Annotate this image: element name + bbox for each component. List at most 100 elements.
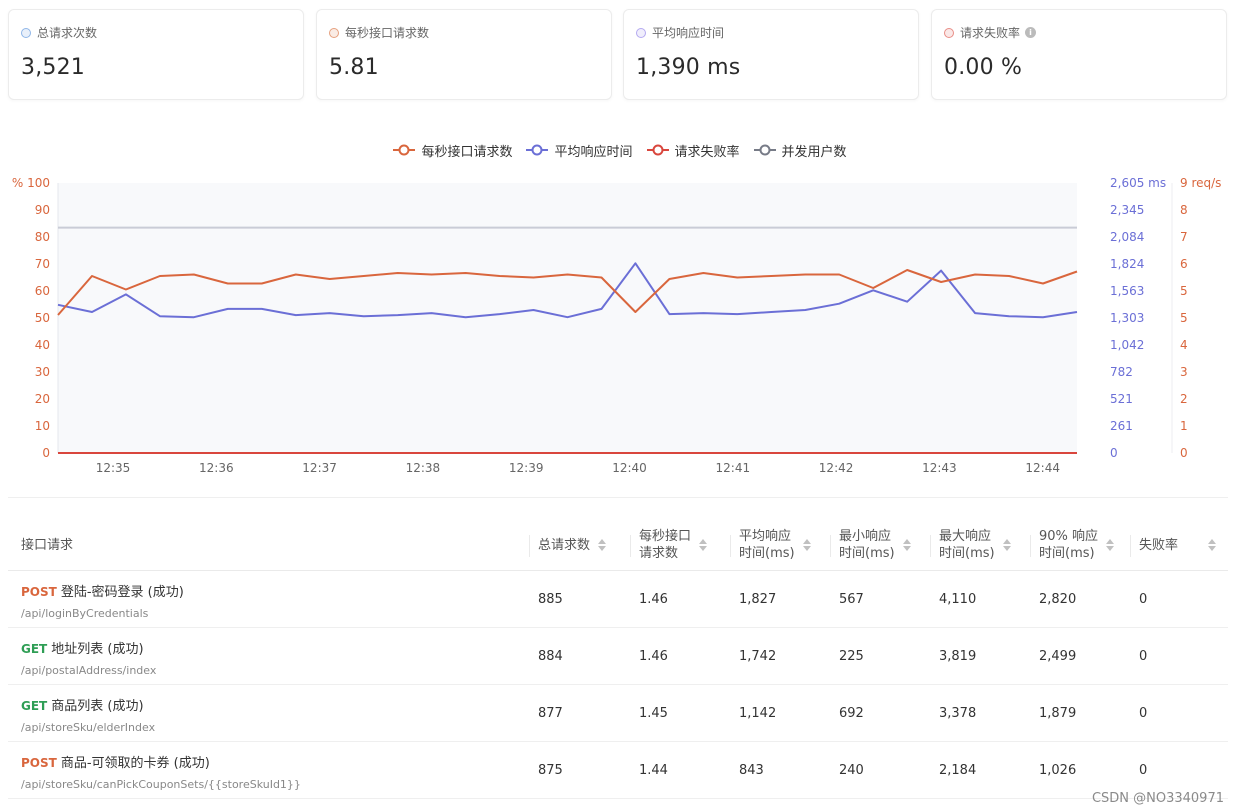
y-tick-label-rps: 3 [1180, 365, 1188, 379]
cell-rps: 1.46 [639, 648, 668, 664]
x-tick-label: 12:42 [819, 461, 854, 475]
x-tick-label: 12:39 [509, 461, 544, 475]
y-tick-label-rps: 6 [1180, 257, 1188, 271]
chart-legend: 每秒接口请求数 平均响应时间 请求失败率 并发用户数 [0, 139, 1240, 161]
cell-min: 240 [839, 762, 864, 778]
request-name: 商品-可领取的卡券 (成功) [60, 756, 210, 771]
request-name: 地址列表 (成功) [51, 642, 144, 657]
card-total-requests: 总请求次数 3,521 [8, 9, 304, 100]
y-tick-label-rps: 5 [1180, 284, 1188, 298]
cell-min: 225 [839, 648, 864, 664]
column-header-max[interactable]: 最大响应 时间(ms) [930, 520, 1011, 570]
y-tick-label-ms: 2,605 ms [1110, 176, 1166, 190]
legend-line-icon [526, 144, 549, 156]
column-header-p90[interactable]: 90% 响应 时间(ms) [1029, 520, 1115, 570]
api-request-table: 接口请求 总请求数 每秒接口 请求数 平均响应 时间(ms) 最小响应 时间(m… [8, 520, 1228, 799]
cell-p90: 2,820 [1039, 591, 1077, 607]
request-path: /api/postalAddress/index [21, 664, 157, 677]
table-row[interactable]: POST 登陆-密码登录 (成功) /api/loginByCredentials… [8, 571, 1228, 628]
y-tick-label-rps: 2 [1180, 392, 1188, 406]
table-row[interactable]: GET 地址列表 (成功) /api/postalAddress/index 88… [8, 628, 1228, 685]
y-tick-label-ms: 521 [1110, 392, 1133, 406]
column-header-rps[interactable]: 每秒接口 请求数 [629, 520, 708, 570]
info-icon[interactable]: i [1025, 27, 1037, 38]
y-tick-label-percent: 0 [42, 446, 50, 460]
legend-item-failure-rate[interactable]: 请求失败率 [646, 139, 740, 161]
watermark: CSDN @NO3340971 [1091, 791, 1224, 806]
y-tick-label-rps: 4 [1180, 338, 1188, 352]
cell-avg: 843 [739, 762, 764, 778]
cell-min: 567 [839, 591, 864, 607]
y-tick-label-ms: 1,824 [1110, 257, 1144, 271]
y-tick-label-rps: 8 [1180, 203, 1188, 217]
x-tick-label: 12:36 [199, 461, 234, 475]
legend-line-icon [646, 144, 669, 156]
request-path: /api/storeSku/canPickCouponSets/{{storeS… [21, 778, 301, 791]
legend-item-avg-response[interactable]: 平均响应时间 [526, 139, 633, 161]
column-header-request: 接口请求 [21, 537, 74, 553]
y-tick-label-ms: 2,084 [1110, 230, 1144, 244]
card-value: 3,521 [21, 55, 85, 80]
table-row[interactable]: POST 商品-可领取的卡券 (成功) /api/storeSku/canPick… [8, 742, 1228, 799]
y-tick-label-percent: 20 [35, 392, 50, 406]
legend-item-concurrent-users[interactable]: 并发用户数 [753, 139, 847, 161]
request-path: /api/storeSku/elderIndex [21, 721, 156, 734]
sort-icon [1106, 539, 1115, 551]
card-value: 5.81 [329, 55, 379, 80]
cell-max: 3,819 [939, 648, 977, 664]
card-label: 总请求次数 [37, 26, 98, 40]
sort-icon [902, 539, 911, 551]
y-tick-label-rps: 7 [1180, 230, 1188, 244]
x-tick-label: 12:44 [1025, 461, 1060, 475]
cell-total: 884 [538, 648, 563, 664]
status-dot-icon [21, 27, 31, 38]
cell-avg: 1,827 [739, 591, 777, 607]
series-line [57, 269, 1078, 316]
cell-failure: 0 [1139, 648, 1148, 664]
y-tick-label-percent: 40 [35, 338, 50, 352]
cell-failure: 0 [1139, 591, 1148, 607]
sort-icon [1002, 539, 1011, 551]
cell-failure: 0 [1139, 762, 1148, 778]
cell-total: 877 [538, 705, 563, 721]
column-header-failure[interactable]: 失败率 [1129, 520, 1217, 570]
sort-icon [802, 539, 811, 551]
column-header-avg[interactable]: 平均响应 时间(ms) [730, 520, 811, 570]
y-tick-label-percent: 60 [35, 284, 50, 298]
x-tick-label: 12:43 [922, 461, 957, 475]
legend-label: 平均响应时间 [554, 144, 633, 160]
card-rps: 每秒接口请求数 5.81 [316, 9, 612, 100]
card-avg-response: 平均响应时间 1,390 ms [623, 9, 919, 100]
y-tick-label-rps: 9 req/s [1180, 176, 1221, 190]
x-tick-label: 12:41 [716, 461, 751, 475]
column-header-min[interactable]: 最小响应 时间(ms) [830, 520, 911, 570]
cell-rps: 1.44 [639, 762, 668, 778]
table-row[interactable]: GET 商品列表 (成功) /api/storeSku/elderIndex 87… [8, 685, 1228, 742]
column-header-total[interactable]: 总请求数 [528, 520, 607, 570]
http-method-badge: GET [21, 642, 48, 656]
cell-p90: 1,026 [1039, 762, 1077, 778]
card-label: 每秒接口请求数 [345, 26, 430, 40]
x-tick-label: 12:38 [406, 461, 441, 475]
y-tick-label-percent: 80 [35, 230, 50, 244]
cell-rps: 1.45 [639, 705, 668, 721]
y-tick-label-percent: 50 [35, 311, 50, 325]
y-tick-label-percent: 90 [35, 203, 50, 217]
legend-line-icon [393, 144, 416, 156]
y-tick-label-percent: 70 [35, 257, 50, 271]
legend-label: 请求失败率 [674, 144, 740, 160]
status-dot-icon [944, 27, 954, 38]
cell-failure: 0 [1139, 705, 1148, 721]
x-tick-label: 12:37 [302, 461, 337, 475]
y-tick-label-rps: 0 [1180, 446, 1188, 460]
y-tick-label-rps: 1 [1180, 419, 1188, 433]
status-dot-icon [329, 27, 339, 38]
cell-p90: 1,879 [1039, 705, 1077, 721]
card-value: 0.00 % [944, 55, 1023, 80]
cell-avg: 1,142 [739, 705, 777, 721]
sort-icon [598, 539, 607, 551]
cell-avg: 1,742 [739, 648, 777, 664]
y-tick-label-percent: 30 [35, 365, 50, 379]
legend-item-rps[interactable]: 每秒接口请求数 [393, 139, 512, 161]
legend-label: 并发用户数 [781, 144, 847, 160]
